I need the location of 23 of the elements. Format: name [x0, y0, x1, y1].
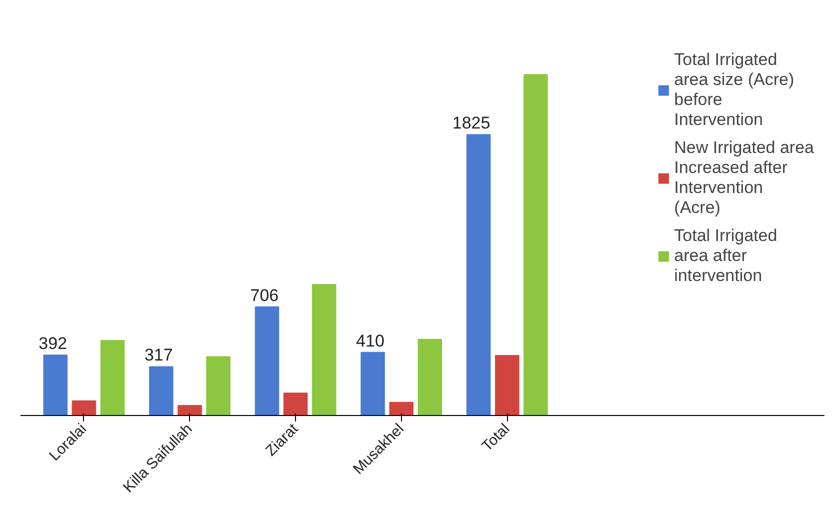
legend-label: Total Irrigated area after intervention — [674, 226, 778, 286]
data-label: 706 — [250, 286, 279, 305]
data-label: 392 — [38, 334, 68, 354]
bar — [524, 74, 548, 416]
bar — [312, 284, 336, 416]
data-label: 1825 — [452, 114, 490, 133]
bar — [418, 338, 442, 416]
legend-label: Total Irrigated area size (Acre) before Intervention — [674, 50, 794, 130]
bar — [254, 306, 280, 416]
bar — [494, 354, 520, 416]
bar — [72, 400, 96, 416]
data-label: 317 — [144, 346, 173, 365]
bar — [178, 404, 202, 416]
bar — [149, 366, 174, 416]
bar — [43, 354, 68, 416]
bar — [466, 134, 491, 416]
legend-label: New Irrigated area Increased after Intervention (Acre) — [674, 138, 814, 218]
bar — [206, 356, 230, 416]
bar — [100, 340, 125, 416]
bar — [389, 402, 414, 416]
bar — [360, 352, 385, 416]
bar — [283, 392, 308, 416]
data-label: 410 — [356, 331, 384, 350]
